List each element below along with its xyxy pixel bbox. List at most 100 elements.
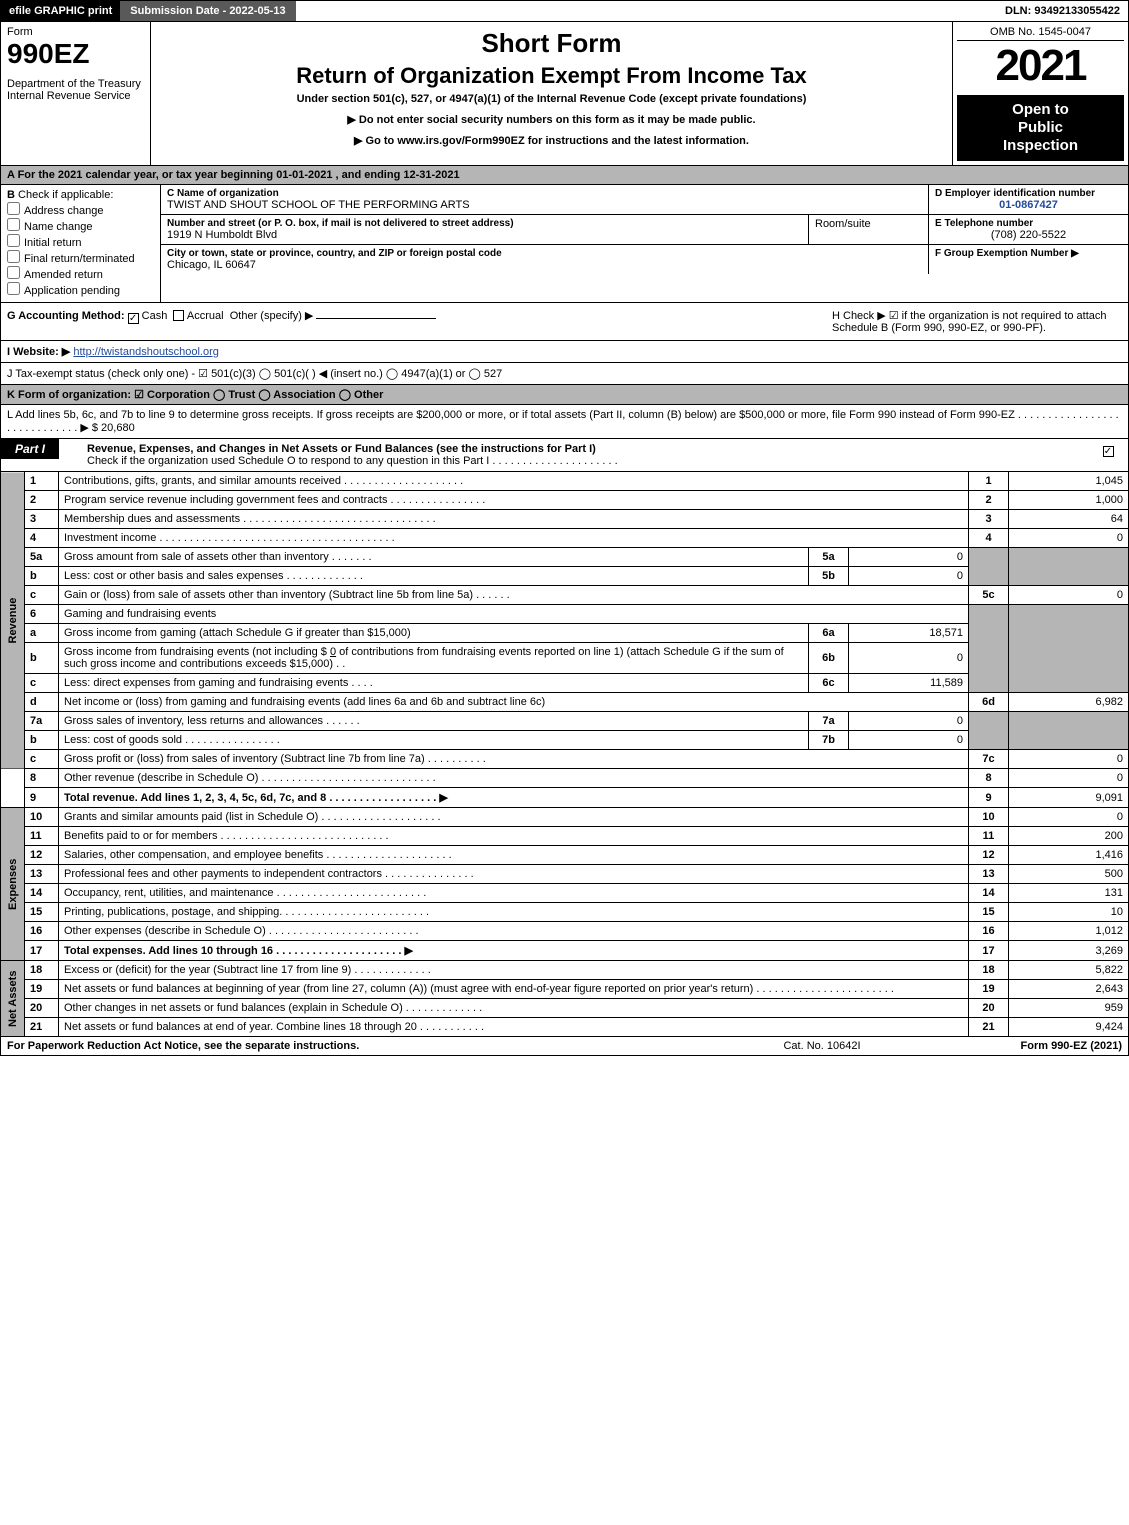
- inspection-l2: Public: [961, 119, 1120, 137]
- line-13-amt: 500: [1009, 865, 1129, 884]
- line-5a-desc: Gross amount from sale of assets other t…: [59, 548, 809, 567]
- part-i-title: Revenue, Expenses, and Changes in Net As…: [87, 443, 596, 455]
- g-cash: Cash: [142, 310, 168, 322]
- line-3-desc: Membership dues and assessments . . . . …: [59, 510, 969, 529]
- line-1-box: 1: [969, 472, 1009, 491]
- line-11-box: 11: [969, 827, 1009, 846]
- tel-cell: E Telephone number (708) 220-5522: [928, 215, 1128, 244]
- g-accrual: Accrual: [187, 310, 224, 322]
- line-6c-samt: 11,589: [849, 674, 969, 693]
- line-5b-sbox: 5b: [809, 567, 849, 586]
- org-name-cell: C Name of organization TWIST AND SHOUT S…: [161, 185, 928, 214]
- line-5c-num: c: [25, 586, 59, 605]
- footer-left: For Paperwork Reduction Act Notice, see …: [7, 1040, 722, 1052]
- chk-accrual[interactable]: [173, 310, 184, 321]
- line-6d-desc: Net income or (loss) from gaming and fun…: [59, 693, 969, 712]
- row-k-org-form: K Form of organization: ☑ Corporation ◯ …: [0, 385, 1129, 405]
- line-5a-sbox: 5a: [809, 548, 849, 567]
- submission-date: Submission Date - 2022-05-13: [120, 1, 295, 21]
- line-16-desc: Other expenses (describe in Schedule O) …: [59, 922, 969, 941]
- street-cell: Number and street (or P. O. box, if mail…: [161, 215, 808, 244]
- line-7a-desc: Gross sales of inventory, less returns a…: [59, 712, 809, 731]
- line-6b-desc: Gross income from fundraising events (no…: [59, 643, 809, 674]
- sidebar-expenses: Expenses: [1, 808, 25, 961]
- section-bcdef: B Check if applicable: Address change Na…: [0, 185, 1129, 303]
- line-20-box: 20: [969, 999, 1009, 1018]
- note-ssn: ▶ Do not enter social security numbers o…: [161, 113, 942, 126]
- line-12-desc: Salaries, other compensation, and employ…: [59, 846, 969, 865]
- line-6a-num: a: [25, 624, 59, 643]
- line-13-desc: Professional fees and other payments to …: [59, 865, 969, 884]
- line-18-box: 18: [969, 961, 1009, 980]
- return-title: Return of Organization Exempt From Incom…: [161, 63, 942, 89]
- line-3-box: 3: [969, 510, 1009, 529]
- city-label: City or town, state or province, country…: [167, 248, 922, 259]
- line-8-amt: 0: [1009, 769, 1129, 788]
- line-4-box: 4: [969, 529, 1009, 548]
- line-6-desc: Gaming and fundraising events: [59, 605, 969, 624]
- form-label: Form: [7, 26, 144, 38]
- line-16-box: 16: [969, 922, 1009, 941]
- chk-cash[interactable]: [128, 313, 139, 324]
- chk-name-change[interactable]: Name change: [7, 218, 154, 233]
- h-text: H Check ▶ ☑ if the organization is not r…: [822, 309, 1122, 334]
- line-21-box: 21: [969, 1018, 1009, 1037]
- chk-address-change[interactable]: Address change: [7, 202, 154, 217]
- line-6c-desc: Less: direct expenses from gaming and fu…: [59, 674, 809, 693]
- line-16-amt: 1,012: [1009, 922, 1129, 941]
- row-a-calendar-year: A For the 2021 calendar year, or tax yea…: [0, 166, 1129, 185]
- chk-initial-return[interactable]: Initial return: [7, 234, 154, 249]
- line-5b-samt: 0: [849, 567, 969, 586]
- line-6c-sbox: 6c: [809, 674, 849, 693]
- part-i-label: Part I: [1, 439, 59, 459]
- chk-application-pending[interactable]: Application pending: [7, 282, 154, 297]
- grey-7ab: [969, 712, 1009, 750]
- line-7b-num: b: [25, 731, 59, 750]
- dln: DLN: 93492133055422: [997, 1, 1128, 21]
- line-11-num: 11: [25, 827, 59, 846]
- header-left: Form 990EZ Department of the Treasury In…: [1, 22, 151, 165]
- line-12-box: 12: [969, 846, 1009, 865]
- line-10-num: 10: [25, 808, 59, 827]
- col-b-checkboxes: B Check if applicable: Address change Na…: [1, 185, 161, 302]
- tel-value: (708) 220-5522: [935, 229, 1122, 241]
- i-label: I Website: ▶: [7, 346, 70, 358]
- line-7b-sbox: 7b: [809, 731, 849, 750]
- ein-label: D Employer identification number: [935, 188, 1122, 199]
- line-8-desc: Other revenue (describe in Schedule O) .…: [59, 769, 969, 788]
- line-7c-box: 7c: [969, 750, 1009, 769]
- line-9-desc: Total revenue. Add lines 1, 2, 3, 4, 5c,…: [59, 788, 969, 808]
- line-19-desc: Net assets or fund balances at beginning…: [59, 980, 969, 999]
- line-4-num: 4: [25, 529, 59, 548]
- line-10-box: 10: [969, 808, 1009, 827]
- chk-amended-return[interactable]: Amended return: [7, 266, 154, 281]
- group-label: F Group Exemption Number ▶: [935, 248, 1122, 259]
- line-6b-t1: Gross income from fundraising events (no…: [64, 646, 327, 658]
- line-5c-box: 5c: [969, 586, 1009, 605]
- line-6b-fill: 0: [330, 646, 336, 658]
- inspection-l1: Open to: [961, 101, 1120, 119]
- chk-final-return[interactable]: Final return/terminated: [7, 250, 154, 265]
- row-l: L Add lines 5b, 6c, and 7b to line 9 to …: [0, 405, 1129, 439]
- line-15-desc: Printing, publications, postage, and shi…: [59, 903, 969, 922]
- line-5c-desc: Gain or (loss) from sale of assets other…: [59, 586, 969, 605]
- line-6b-samt: 0: [849, 643, 969, 674]
- line-17-amt: 3,269: [1009, 941, 1129, 961]
- line-5b-num: b: [25, 567, 59, 586]
- part-i-checkbox[interactable]: [1103, 446, 1114, 457]
- tax-year: 2021: [957, 41, 1124, 91]
- line-10-desc: Grants and similar amounts paid (list in…: [59, 808, 969, 827]
- group-exempt-cell: F Group Exemption Number ▶: [928, 245, 1128, 274]
- line-13-num: 13: [25, 865, 59, 884]
- line-6d-box: 6d: [969, 693, 1009, 712]
- footer: For Paperwork Reduction Act Notice, see …: [0, 1037, 1129, 1056]
- part-i-header: Part I Revenue, Expenses, and Changes in…: [0, 439, 1129, 472]
- line-21-desc: Net assets or fund balances at end of ye…: [59, 1018, 969, 1037]
- street-value: 1919 N Humboldt Blvd: [167, 229, 277, 241]
- ein-value: 01-0867427: [935, 199, 1122, 211]
- line-8-box: 8: [969, 769, 1009, 788]
- short-form-title: Short Form: [161, 28, 942, 59]
- website-link[interactable]: http://twistandshoutschool.org: [73, 346, 219, 358]
- inspection-l3: Inspection: [961, 137, 1120, 155]
- sidebar-blank-89: [1, 769, 25, 808]
